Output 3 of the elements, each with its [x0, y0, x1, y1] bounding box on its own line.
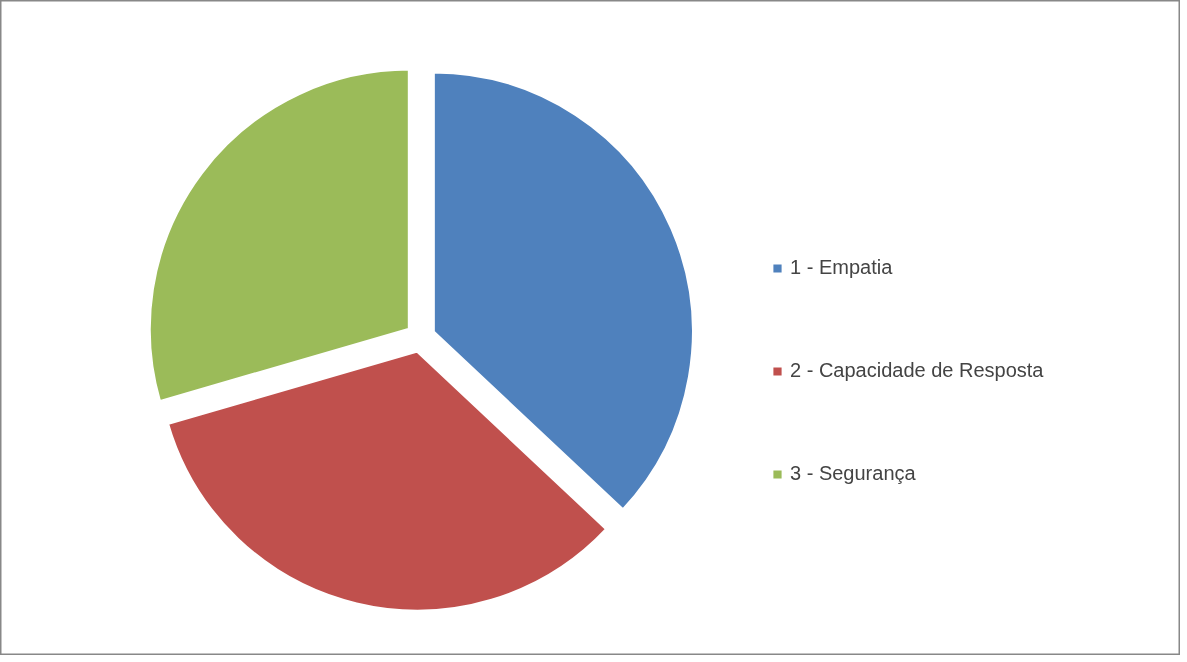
- legend-label: 2 - Capacidade de Resposta: [790, 359, 1044, 382]
- legend-label: 1 - Empatia: [790, 256, 893, 279]
- legend-label: 3 - Segurança: [790, 462, 916, 485]
